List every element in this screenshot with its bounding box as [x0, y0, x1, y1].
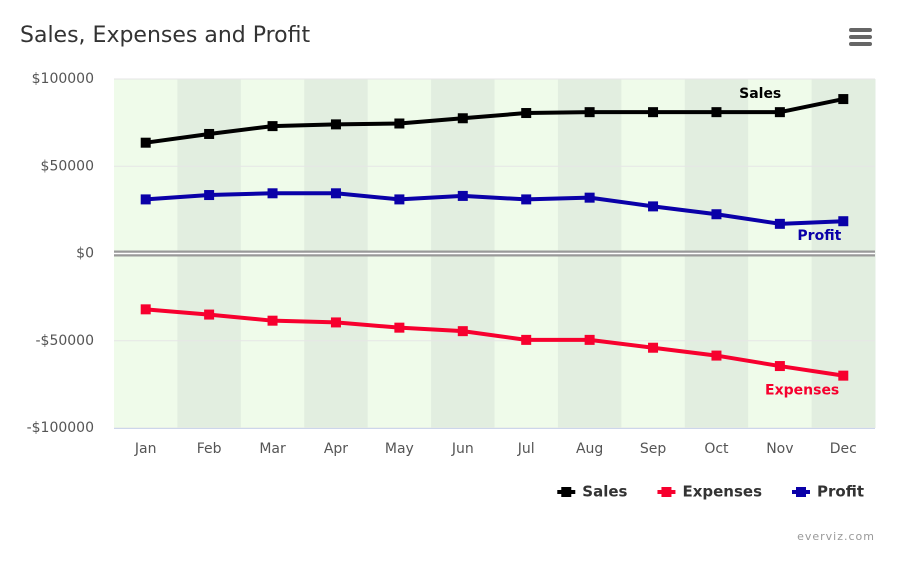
data-point — [394, 118, 405, 129]
series-label: Profit — [797, 228, 841, 244]
x-tick-label: Feb — [197, 441, 222, 457]
data-point — [394, 194, 405, 205]
y-tick-label: $0 — [76, 246, 94, 262]
x-tick-label: Aug — [576, 441, 603, 457]
data-point — [140, 304, 151, 315]
y-tick-label: -$100000 — [27, 420, 94, 436]
data-point — [774, 218, 785, 229]
data-point — [521, 334, 532, 345]
data-point — [838, 216, 849, 227]
data-point — [711, 209, 722, 220]
data-point — [267, 315, 278, 326]
x-tick-label: May — [385, 441, 414, 457]
chart-title: Sales, Expenses and Profit — [20, 23, 310, 48]
legend-symbol — [796, 487, 806, 497]
data-point — [521, 108, 532, 119]
legend-item[interactable]: Profit — [792, 483, 864, 501]
series-line — [145, 191, 844, 226]
data-point — [457, 190, 468, 201]
y-tick-label: $50000 — [41, 158, 94, 174]
series-label: Sales — [739, 86, 781, 102]
data-point — [648, 201, 659, 212]
series-label: Expenses — [765, 383, 839, 399]
y-tick-label: -$50000 — [36, 333, 95, 349]
legend-item[interactable]: Sales — [557, 483, 628, 501]
legend-label: Sales — [582, 483, 627, 501]
data-point — [204, 190, 215, 201]
legend-label: Profit — [817, 483, 864, 501]
x-tick-label: Mar — [259, 441, 286, 457]
data-point — [267, 188, 278, 199]
x-tick-label: Jun — [451, 441, 474, 457]
data-point — [394, 322, 405, 333]
x-tick-label: Jul — [517, 441, 535, 457]
x-tick-label: Sep — [640, 441, 667, 457]
data-point — [521, 194, 532, 205]
data-point — [267, 121, 278, 132]
data-point — [774, 107, 785, 118]
data-point — [838, 370, 849, 381]
y-tick-label: $100000 — [32, 71, 94, 87]
data-point — [711, 107, 722, 118]
data-point — [774, 361, 785, 372]
series-line — [145, 307, 844, 378]
data-point — [838, 94, 849, 105]
menu-button[interactable] — [849, 28, 872, 46]
data-point — [330, 317, 341, 328]
data-point — [711, 350, 722, 361]
legend-symbol — [561, 487, 572, 497]
data-point — [457, 113, 468, 124]
data-point — [330, 188, 341, 199]
credits[interactable]: everviz.com — [797, 530, 875, 543]
x-tick-label: Apr — [324, 441, 348, 457]
legend-item[interactable]: Expenses — [657, 483, 762, 501]
legend-label: Expenses — [682, 483, 762, 501]
data-point — [648, 342, 659, 353]
data-point — [584, 107, 595, 118]
data-point — [204, 309, 215, 320]
legend-symbol — [661, 487, 672, 497]
data-point — [330, 119, 341, 130]
data-point — [140, 194, 151, 205]
data-point — [204, 128, 215, 139]
x-tick-label: Dec — [830, 441, 857, 457]
data-point — [584, 334, 595, 345]
data-point — [648, 107, 659, 118]
data-point — [140, 137, 151, 148]
x-tick-label: Jan — [134, 441, 157, 457]
series-line — [145, 97, 844, 145]
x-tick-label: Oct — [704, 441, 729, 457]
legend: Sales Expenses Profit — [557, 483, 864, 501]
x-tick-label: Nov — [766, 441, 793, 457]
data-point — [584, 192, 595, 203]
data-point — [457, 326, 468, 337]
